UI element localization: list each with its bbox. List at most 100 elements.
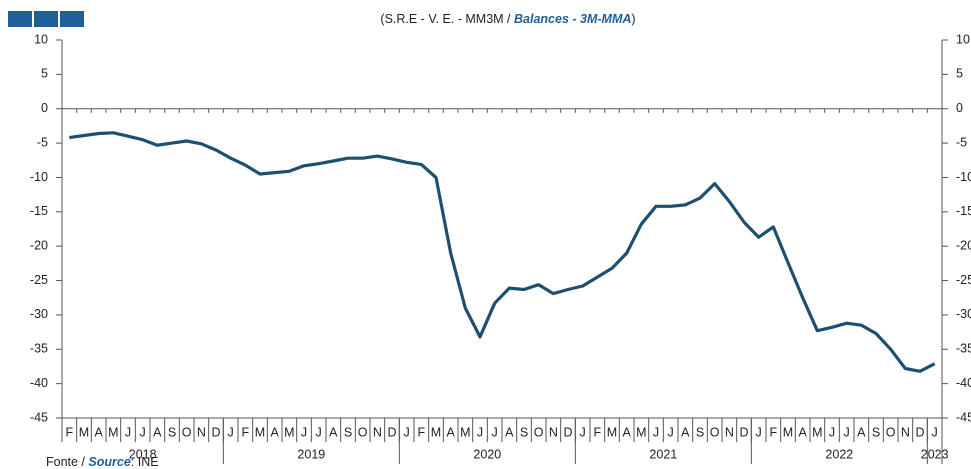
x-tick-label: J: [668, 425, 674, 439]
year-label: 2018: [129, 447, 157, 461]
y-tick-label: 5: [41, 67, 48, 81]
y-tick-label: -10: [30, 170, 48, 184]
x-tick-label: M: [783, 425, 793, 439]
x-tick-label: M: [108, 425, 118, 439]
x-tick-label: J: [404, 425, 410, 439]
x-tick-label: S: [168, 425, 176, 439]
year-label: 2021: [649, 447, 677, 461]
logo-block: [8, 11, 32, 27]
y2-tick-label: -30: [956, 307, 971, 321]
x-tick-label: O: [710, 425, 720, 439]
y-tick-label: -5: [37, 135, 48, 149]
year-label: 2020: [473, 447, 501, 461]
x-tick-label: N: [725, 425, 734, 439]
source-text: Fonte /: [46, 455, 88, 469]
y-tick-label: -40: [30, 376, 48, 390]
x-tick-label: O: [182, 425, 192, 439]
x-tick-label: M: [812, 425, 822, 439]
x-tick-label: M: [460, 425, 470, 439]
source-text: : INE: [131, 455, 159, 469]
x-tick-label: M: [636, 425, 646, 439]
title-text: (S.R.E - V. E. - MM3M /: [380, 12, 514, 26]
x-tick-label: S: [696, 425, 704, 439]
x-tick-label: D: [739, 425, 748, 439]
x-tick-label: M: [607, 425, 617, 439]
x-tick-label: O: [886, 425, 896, 439]
y2-tick-label: -5: [956, 135, 967, 149]
y-tick-label: -15: [30, 204, 48, 218]
x-tick-label: M: [431, 425, 441, 439]
x-tick-label: S: [872, 425, 880, 439]
x-tick-label: M: [79, 425, 89, 439]
x-tick-label: A: [153, 425, 162, 439]
y-tick-label: 10: [34, 32, 48, 46]
x-tick-label: D: [915, 425, 924, 439]
y-tick-label: -35: [30, 342, 48, 356]
y-tick-label: 0: [41, 101, 48, 115]
x-tick-label: F: [770, 425, 778, 439]
title-highlight: Balances - 3M-MMA: [514, 12, 631, 26]
x-tick-label: F: [418, 425, 426, 439]
source-highlight: Source: [88, 455, 130, 469]
x-tick-label: N: [901, 425, 910, 439]
x-tick-label: A: [94, 425, 103, 439]
x-tick-label: J: [477, 425, 483, 439]
x-tick-label: A: [681, 425, 690, 439]
x-tick-label: M: [255, 425, 265, 439]
x-tick-label: O: [534, 425, 544, 439]
chart-title: (S.R.E - V. E. - MM3M / Balances - 3M-MM…: [380, 12, 635, 26]
x-tick-label: J: [301, 425, 307, 439]
y-tick-label: -30: [30, 307, 48, 321]
x-tick-label: J: [140, 425, 146, 439]
year-label: 2022: [825, 447, 853, 461]
y2-tick-label: -25: [956, 273, 971, 287]
y2-tick-label: -10: [956, 170, 971, 184]
x-tick-label: N: [373, 425, 382, 439]
y2-tick-label: -15: [956, 204, 971, 218]
x-tick-label: J: [829, 425, 835, 439]
x-tick-label: J: [844, 425, 850, 439]
x-tick-label: J: [228, 425, 234, 439]
logo-block: [34, 11, 58, 27]
x-tick-label: D: [387, 425, 396, 439]
x-tick-label: J: [492, 425, 498, 439]
x-tick-label: N: [549, 425, 558, 439]
y2-tick-label: 0: [956, 101, 963, 115]
y2-tick-label: -20: [956, 238, 971, 252]
y-tick-label: -20: [30, 238, 48, 252]
y2-tick-label: -40: [956, 376, 971, 390]
x-tick-label: F: [594, 425, 602, 439]
x-tick-label: S: [520, 425, 528, 439]
x-tick-label: F: [242, 425, 250, 439]
year-label: 2023: [921, 447, 949, 461]
y2-tick-label: -35: [956, 342, 971, 356]
year-label: 2019: [297, 447, 325, 461]
x-tick-label: J: [932, 425, 938, 439]
x-tick-label: J: [756, 425, 762, 439]
x-tick-label: M: [284, 425, 294, 439]
y-tick-label: -45: [30, 410, 48, 424]
source: Fonte / Source: INE: [46, 455, 159, 469]
x-tick-label: D: [563, 425, 572, 439]
y2-tick-label: 10: [956, 32, 970, 46]
x-tick-label: A: [622, 425, 631, 439]
x-tick-label: A: [798, 425, 807, 439]
x-tick-label: A: [857, 425, 866, 439]
y2-tick-label: 5: [956, 67, 963, 81]
logo-block: [60, 11, 84, 27]
line-series: [69, 131, 936, 373]
x-tick-label: D: [211, 425, 220, 439]
x-tick-label: A: [446, 425, 455, 439]
x-tick-label: S: [344, 425, 352, 439]
x-tick-label: J: [316, 425, 322, 439]
y2-tick-label: -45: [956, 410, 971, 424]
x-tick-label: F: [66, 425, 74, 439]
x-tick-label: J: [580, 425, 586, 439]
x-tick-label: N: [197, 425, 206, 439]
x-tick-label: A: [329, 425, 338, 439]
x-tick-label: A: [270, 425, 279, 439]
x-tick-label: J: [653, 425, 659, 439]
x-tick-label: O: [358, 425, 368, 439]
y-tick-label: -25: [30, 273, 48, 287]
